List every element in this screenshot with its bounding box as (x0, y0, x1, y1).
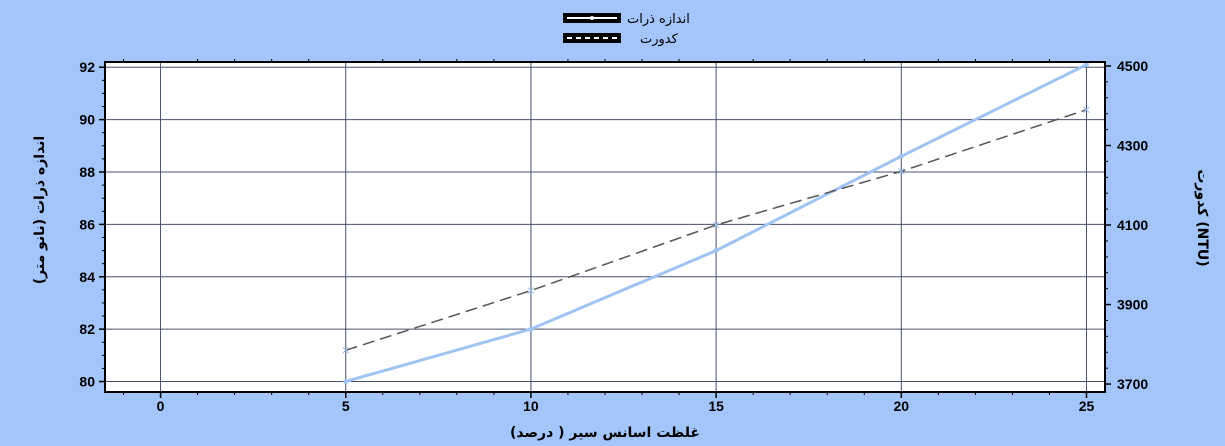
legend-swatch-turbidity (563, 33, 621, 43)
series-line-turbidity (345, 108, 1087, 352)
y-right-tick-label: 3900 (1117, 297, 1148, 313)
y-right-tick-label: 3700 (1117, 376, 1148, 392)
data-point-turbidity (897, 167, 905, 175)
data-point-particle-size (898, 153, 904, 159)
y-left-tick-label: 80 (79, 374, 95, 390)
data-point-particle-size (713, 248, 719, 254)
y-left-tick-label: 84 (79, 269, 95, 285)
data-point-turbidity (712, 221, 720, 229)
y-left-tick-label: 92 (79, 59, 95, 75)
y-left-tick-label: 86 (79, 216, 95, 232)
x-tick-label: 15 (708, 398, 724, 414)
x-tick-label: 5 (342, 398, 350, 414)
legend-label-turbidity: کدورت (640, 32, 679, 47)
grid-lines (105, 62, 1105, 392)
data-point-particle-size (1083, 62, 1089, 68)
data-point-particle-size (343, 379, 349, 385)
y-axis-right-title: کدورت (NTU) (1194, 169, 1210, 266)
y-left-tick-label: 90 (79, 112, 95, 128)
data-point-turbidity (527, 287, 535, 294)
legend: اندازه ذرات × کدورت (563, 12, 690, 47)
x-tick-label: 25 (1079, 398, 1095, 414)
y-axis-left-title: اندازه ذرات (نانو متر) (32, 136, 48, 284)
x-tick-label: 10 (523, 398, 539, 414)
data-point-turbidity (342, 346, 350, 354)
plot-area (105, 62, 1105, 392)
series-layer (342, 62, 1090, 385)
legend-label-particle-size: اندازه ذرات (627, 12, 690, 27)
y-left-tick-label: 88 (79, 164, 95, 180)
y-right-tick-label: 4100 (1117, 217, 1148, 233)
x-tick-label: 20 (894, 398, 910, 414)
legend-marker-turbidity: × (587, 31, 598, 46)
legend-marker-particle-size (590, 16, 594, 20)
y-right-tick-label: 4500 (1117, 58, 1148, 74)
data-point-particle-size (528, 326, 534, 332)
axis-layer: 0 5 10 15 20 25 80 82 84 86 88 90 92 3700 3900 4100 4300… (79, 58, 1148, 414)
y-right-tick-label: 4300 (1117, 137, 1148, 153)
y-left-tick-label: 82 (79, 321, 95, 337)
x-axis-title: غلظت اسانس سیر ( درصد) (510, 425, 700, 441)
x-tick-label: 0 (157, 398, 165, 414)
data-point-turbidity (1083, 106, 1090, 114)
